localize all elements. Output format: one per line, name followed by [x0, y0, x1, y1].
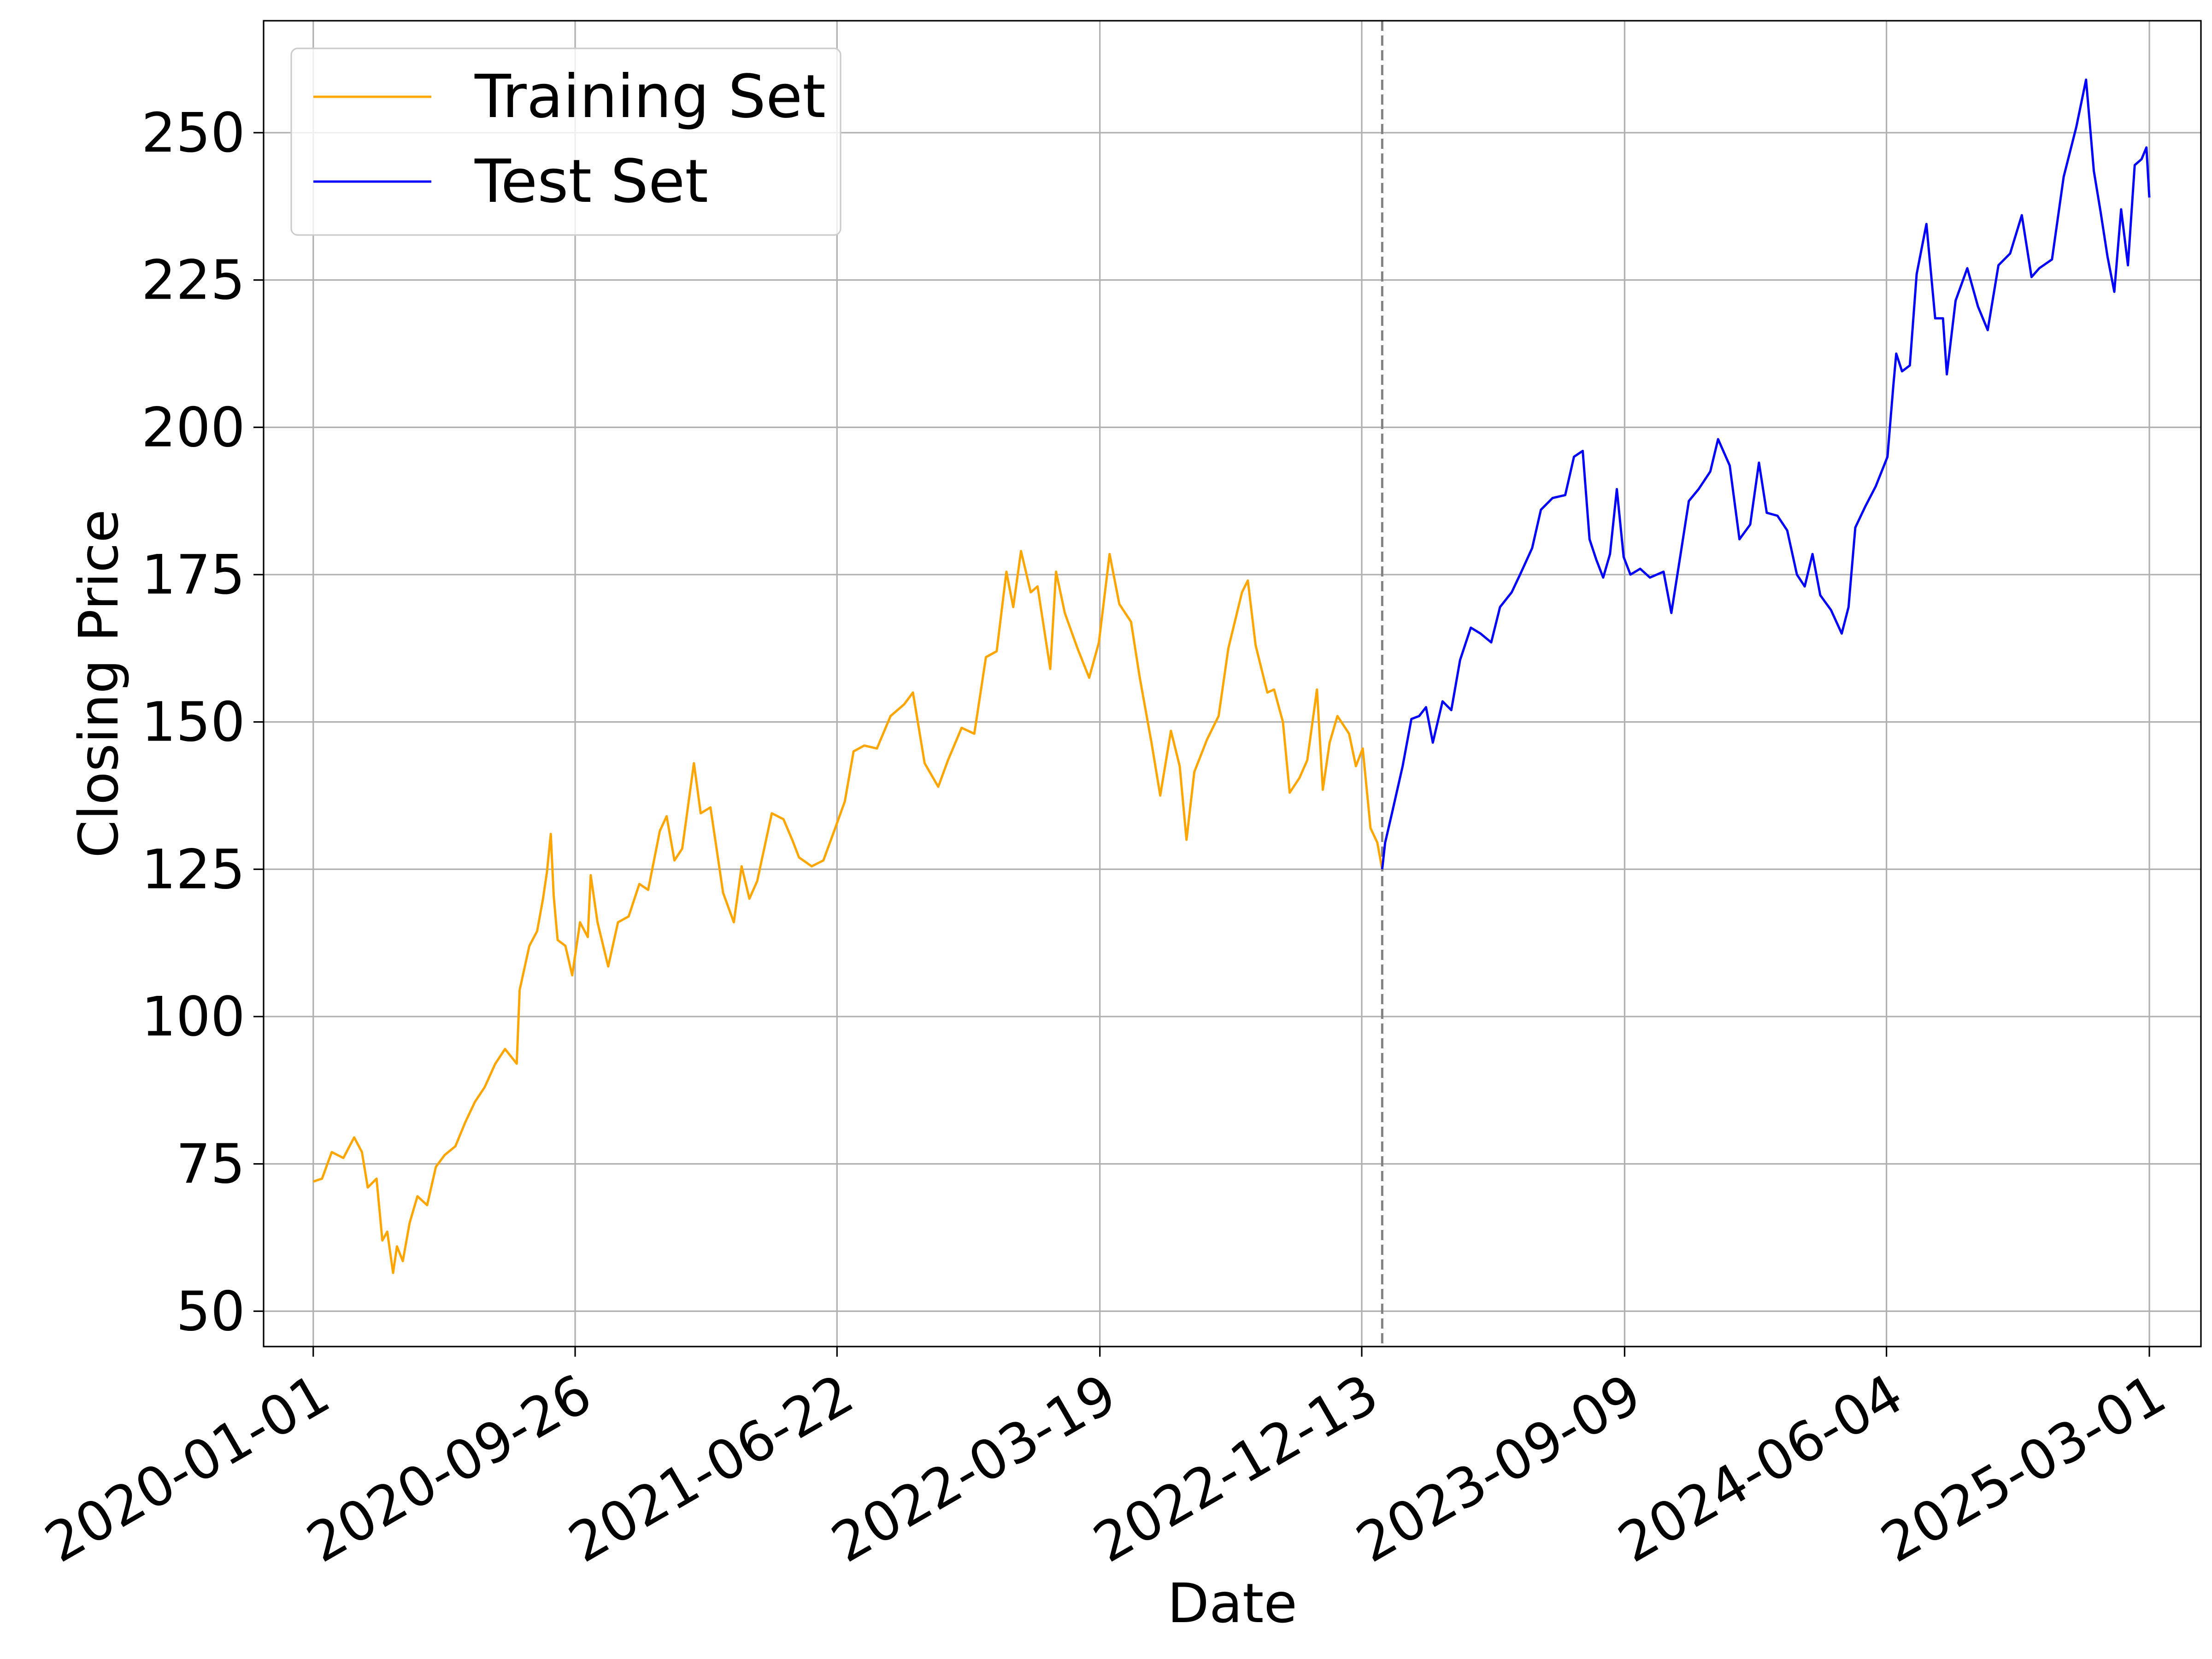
- series-layer: [312, 78, 2151, 1274]
- y-tick-label: 200: [141, 395, 245, 459]
- y-tick-label: 75: [176, 1132, 245, 1196]
- series-line-training: [312, 550, 1383, 1274]
- x-axis-label: Date: [1167, 1571, 1297, 1635]
- y-tick-label: 100: [141, 985, 245, 1048]
- legend-box: [290, 47, 841, 236]
- y-tick-label: 150: [141, 690, 245, 754]
- legend-label-test: Test Set: [474, 147, 708, 216]
- y-tick-label: 125: [141, 837, 245, 901]
- y-tick-label: 250: [141, 101, 245, 165]
- y-tick-label: 225: [141, 248, 245, 312]
- y-tick-label: 50: [176, 1279, 245, 1343]
- legend: Training Set Test Set: [290, 47, 841, 236]
- plot-frame: [263, 20, 2202, 1347]
- series-line-test: [1381, 78, 2151, 870]
- y-axis-label: Closing Price: [67, 509, 130, 858]
- grid: [264, 21, 2201, 1347]
- y-tick-label: 175: [141, 543, 245, 606]
- legend-label-training: Training Set: [474, 62, 826, 131]
